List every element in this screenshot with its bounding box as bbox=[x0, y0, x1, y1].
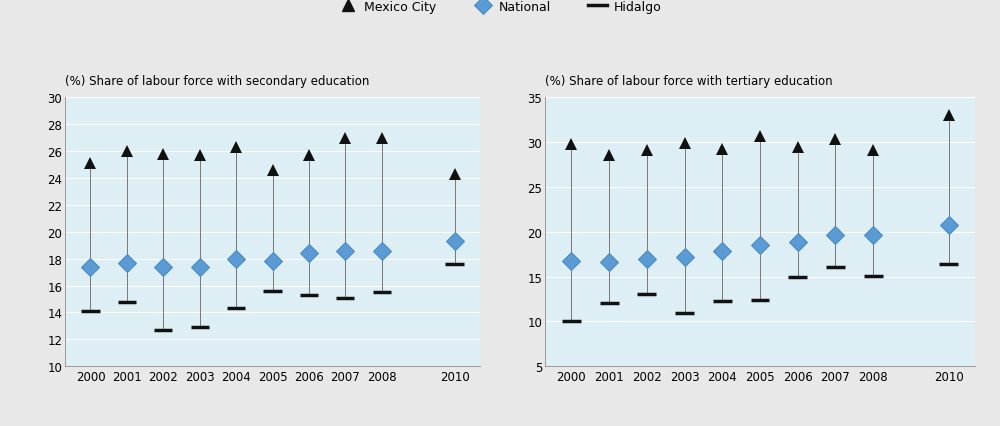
Text: (%) Share of labour force with secondary education: (%) Share of labour force with secondary… bbox=[65, 75, 369, 87]
Legend: Mexico City, National, Hidalgo: Mexico City, National, Hidalgo bbox=[334, 0, 666, 19]
Text: (%) Share of labour force with tertiary education: (%) Share of labour force with tertiary … bbox=[545, 75, 833, 87]
